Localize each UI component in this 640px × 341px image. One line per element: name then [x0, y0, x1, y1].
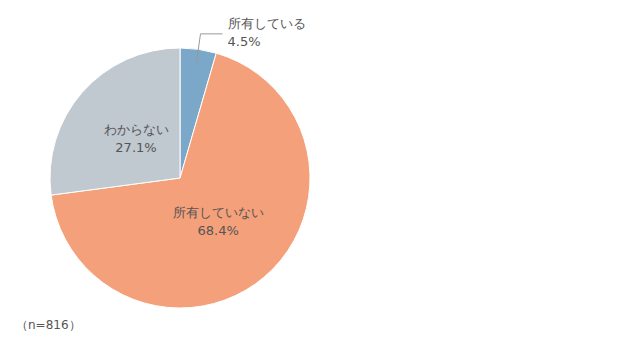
note: （n=816）	[16, 318, 81, 332]
data-label: 68.4%	[197, 223, 238, 238]
slice-label: 所有していない	[173, 205, 264, 220]
pie	[50, 48, 310, 308]
chart: 所有している 4.5% 所有していない 68.4% わからない 27.1% （n=816）	[0, 0, 640, 341]
leader-line	[196, 34, 222, 62]
slice-label: 所有している	[228, 16, 306, 31]
data-label: 27.1%	[115, 140, 156, 155]
data-label: 4.5%	[228, 34, 261, 49]
slice-label: わからない	[103, 122, 168, 137]
pie-slice	[50, 48, 180, 195]
labels: 所有している 4.5% 所有していない 68.4% わからない 27.1%	[103, 16, 305, 238]
